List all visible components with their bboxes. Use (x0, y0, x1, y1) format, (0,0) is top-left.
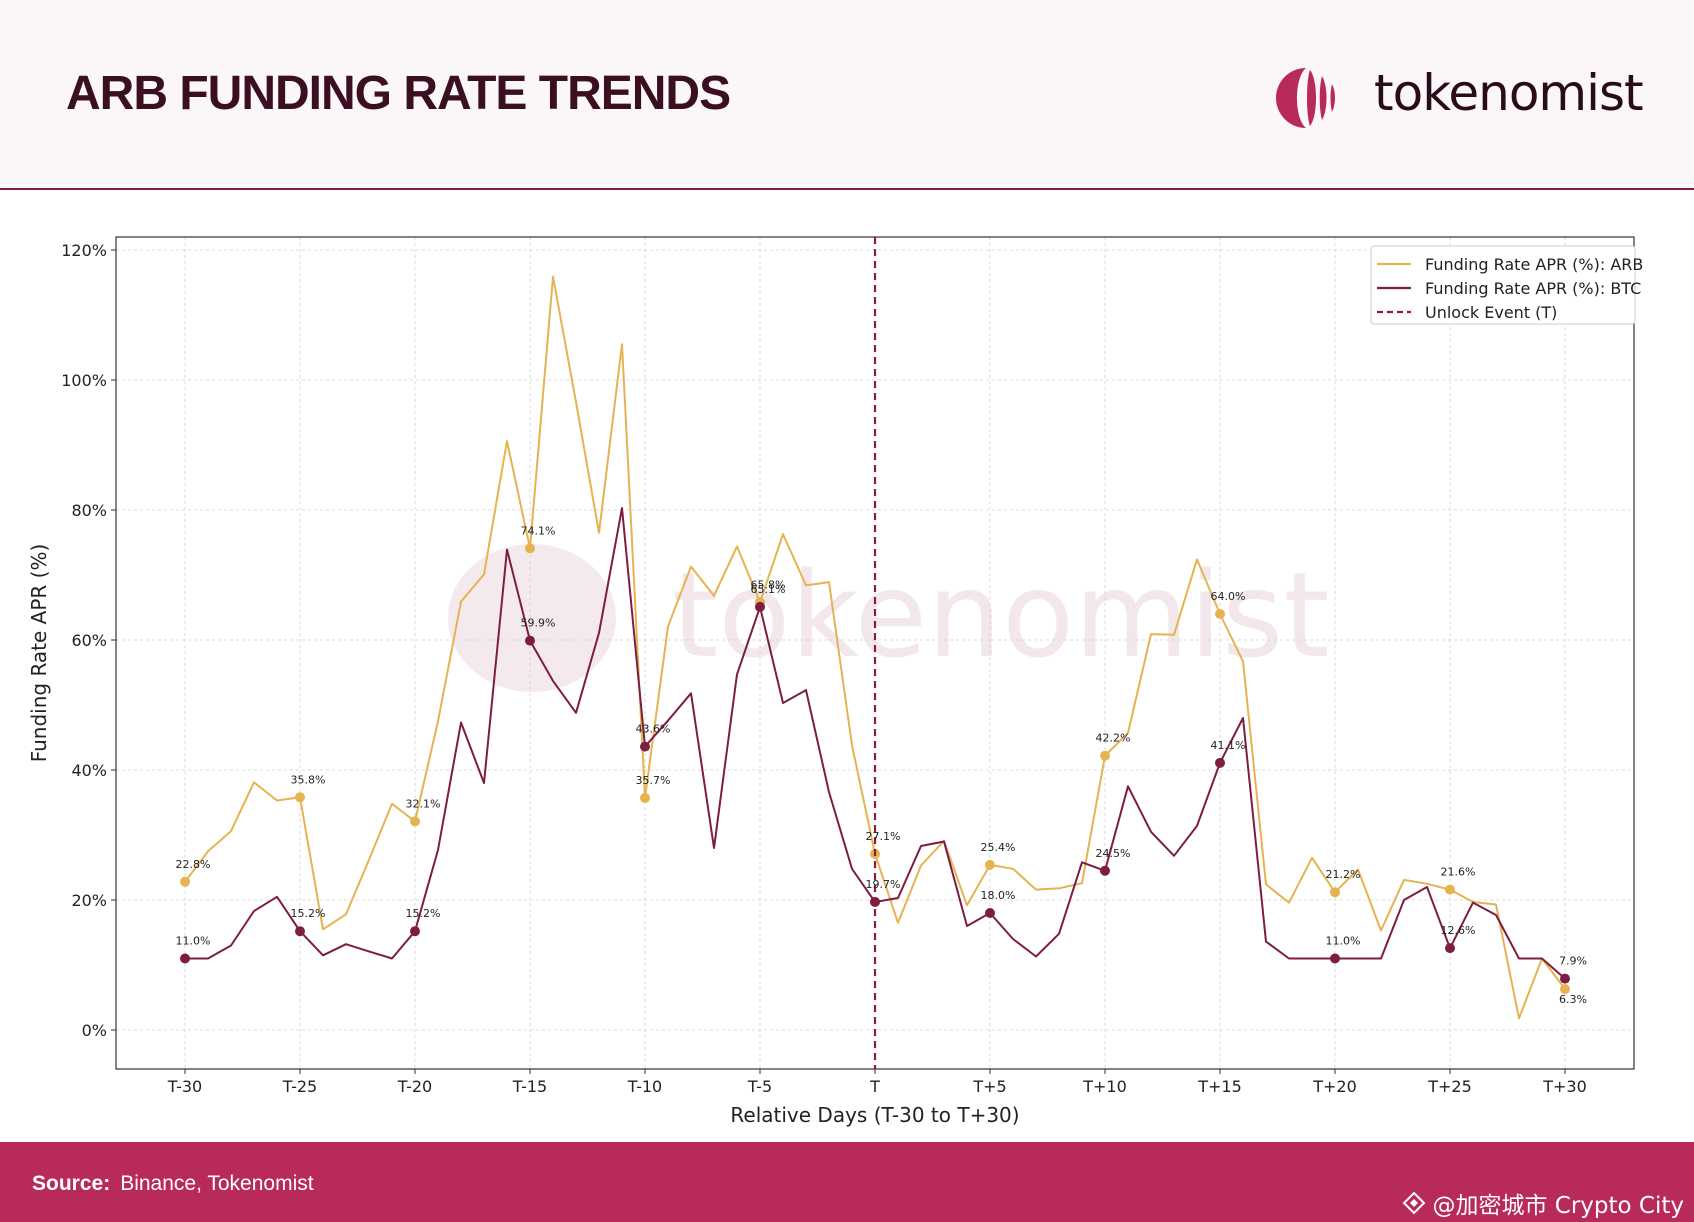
arb-data-point (1215, 609, 1225, 619)
btc-data-label: 15.2% (291, 907, 326, 920)
x-tick-label: T-15 (512, 1077, 547, 1096)
chart-area: tokenomist 0% 20% 40% 60% 80% 100% 120% T-30 T-2… (0, 190, 1694, 1142)
arb-data-point (640, 792, 650, 803)
btc-data-point (1560, 973, 1570, 984)
arb-data-point (180, 876, 190, 887)
x-tick-label: T+15 (1197, 1077, 1242, 1096)
btc-data-point (755, 601, 765, 612)
data-labels: 27.1% 25.4% 42.2% 64.0% 21.2% 21.6% 6.3% 22.8% 3… (176, 524, 1587, 1006)
y-tick-label: 100% (61, 371, 107, 390)
btc-data-point (525, 635, 535, 646)
btc-data-point (1100, 865, 1110, 876)
arb-data-label: 35.8% (291, 773, 326, 786)
page-title: ARB FUNDING RATE TRENDS (66, 67, 731, 120)
x-tick-label: T-30 (167, 1077, 202, 1096)
btc-data-point (295, 926, 305, 937)
credit: @加密城市 Crypto City (1402, 1186, 1684, 1220)
arb-data-point (410, 816, 420, 827)
brand-name: tokenomist (1374, 64, 1644, 122)
btc-data-label: 59.9% (521, 617, 556, 630)
source-value: Binance, Tokenomist (120, 1172, 314, 1195)
arb-data-label: 21.6% (1441, 866, 1476, 879)
x-tick-label: T+10 (1082, 1077, 1127, 1096)
funding-rate-chart: tokenomist 0% 20% 40% 60% 80% 100% 120% T-30 T-2… (27, 236, 1643, 1127)
tokenomist-logo-icon (1276, 68, 1335, 128)
y-tick-label: 60% (71, 631, 107, 650)
y-tick-label: 20% (71, 891, 107, 910)
btc-data-label: 11.0% (1326, 935, 1361, 948)
arb-data-point (1330, 887, 1340, 898)
legend-box (1370, 245, 1636, 325)
watermark-text: tokenomist (672, 546, 1330, 684)
x-tick-label: T+25 (1427, 1077, 1472, 1096)
legend-entry: Unlock Event (T) (1425, 303, 1557, 322)
x-tick-label: T+20 (1312, 1077, 1357, 1096)
arb-data-point (525, 543, 535, 554)
btc-data-label: 43.6% (636, 723, 671, 736)
x-axis-label: Relative Days (T-30 to T+30) (730, 1103, 1019, 1127)
btc-data-point (640, 741, 650, 752)
y-tick-label: 80% (71, 501, 107, 520)
btc-data-point (180, 953, 190, 964)
x-tick-label: T (869, 1077, 880, 1096)
btc-data-label: 41.1% (1211, 739, 1246, 752)
series (180, 237, 1570, 1069)
btc-data-label: 15.2% (406, 907, 441, 920)
y-tick-label: 120% (61, 241, 107, 260)
x-tick-label: T+30 (1542, 1077, 1587, 1096)
arb-data-label: 65.8% (751, 578, 786, 591)
footer: Source: Binance, Tokenomist @加密城市 Crypto … (0, 1142, 1694, 1222)
btc-data-point (1445, 943, 1455, 954)
arb-data-label: 42.2% (1096, 732, 1131, 745)
x-tick-label: T+5 (972, 1077, 1006, 1096)
arb-data-point (1100, 750, 1110, 761)
btc-data-label: 18.0% (981, 889, 1016, 902)
arb-data-label: 64.0% (1211, 590, 1246, 603)
x-tick-label: T-10 (627, 1077, 662, 1096)
arb-data-point (1560, 984, 1570, 995)
arb-data-label: 74.1% (521, 524, 556, 537)
legend-entry: Funding Rate APR (%): ARB (1425, 255, 1643, 274)
arb-data-point (1445, 884, 1455, 895)
axes: 0% 20% 40% 60% 80% 100% 120% T-30 T-25 T-20 T-15 T-… (27, 236, 1635, 1127)
y-tick-label: 0% (82, 1021, 107, 1040)
arb-data-label: 21.2% (1326, 868, 1361, 881)
btc-data-label: 12.6% (1441, 924, 1476, 937)
header: ARB FUNDING RATE TRENDS tokenomist (0, 0, 1694, 190)
credit-text: @加密城市 Crypto City (1432, 1193, 1684, 1219)
btc-data-point (410, 926, 420, 937)
x-tick-label: T-5 (747, 1077, 772, 1096)
btc-data-label: 19.7% (866, 878, 901, 891)
btc-data-label: 24.5% (1096, 847, 1131, 860)
arb-data-label: 6.3% (1559, 993, 1587, 1006)
btc-data-point (1330, 953, 1340, 964)
arb-data-label: 32.1% (406, 797, 441, 810)
x-tick-label: T-20 (397, 1077, 432, 1096)
btc-data-label: 11.0% (176, 935, 211, 948)
diamond-logo-icon (1403, 1191, 1426, 1215)
source-note: Source: Binance, Tokenomist (32, 1172, 314, 1196)
y-axis-label: Funding Rate APR (%) (27, 544, 51, 763)
x-tick-label: T-25 (282, 1077, 317, 1096)
legend-entry: Funding Rate APR (%): BTC (1425, 279, 1641, 298)
btc-data-point (985, 908, 995, 918)
chart-watermark: tokenomist (448, 544, 1330, 692)
arb-data-label: 25.4% (981, 841, 1016, 854)
legend: Funding Rate APR (%): ARB Funding Rate AP… (1370, 245, 1643, 325)
arb-data-point (295, 792, 305, 803)
source-label: Source: (32, 1172, 111, 1195)
arb-data-label: 35.7% (636, 774, 671, 787)
btc-data-point (1215, 757, 1225, 768)
y-tick-label: 40% (71, 761, 107, 780)
arb-data-label: 27.1% (866, 830, 901, 843)
btc-data-label: 7.9% (1559, 955, 1587, 968)
arb-data-label: 22.8% (176, 858, 211, 871)
arb-data-point (985, 859, 995, 870)
btc-data-label: 65.1% (751, 583, 786, 596)
